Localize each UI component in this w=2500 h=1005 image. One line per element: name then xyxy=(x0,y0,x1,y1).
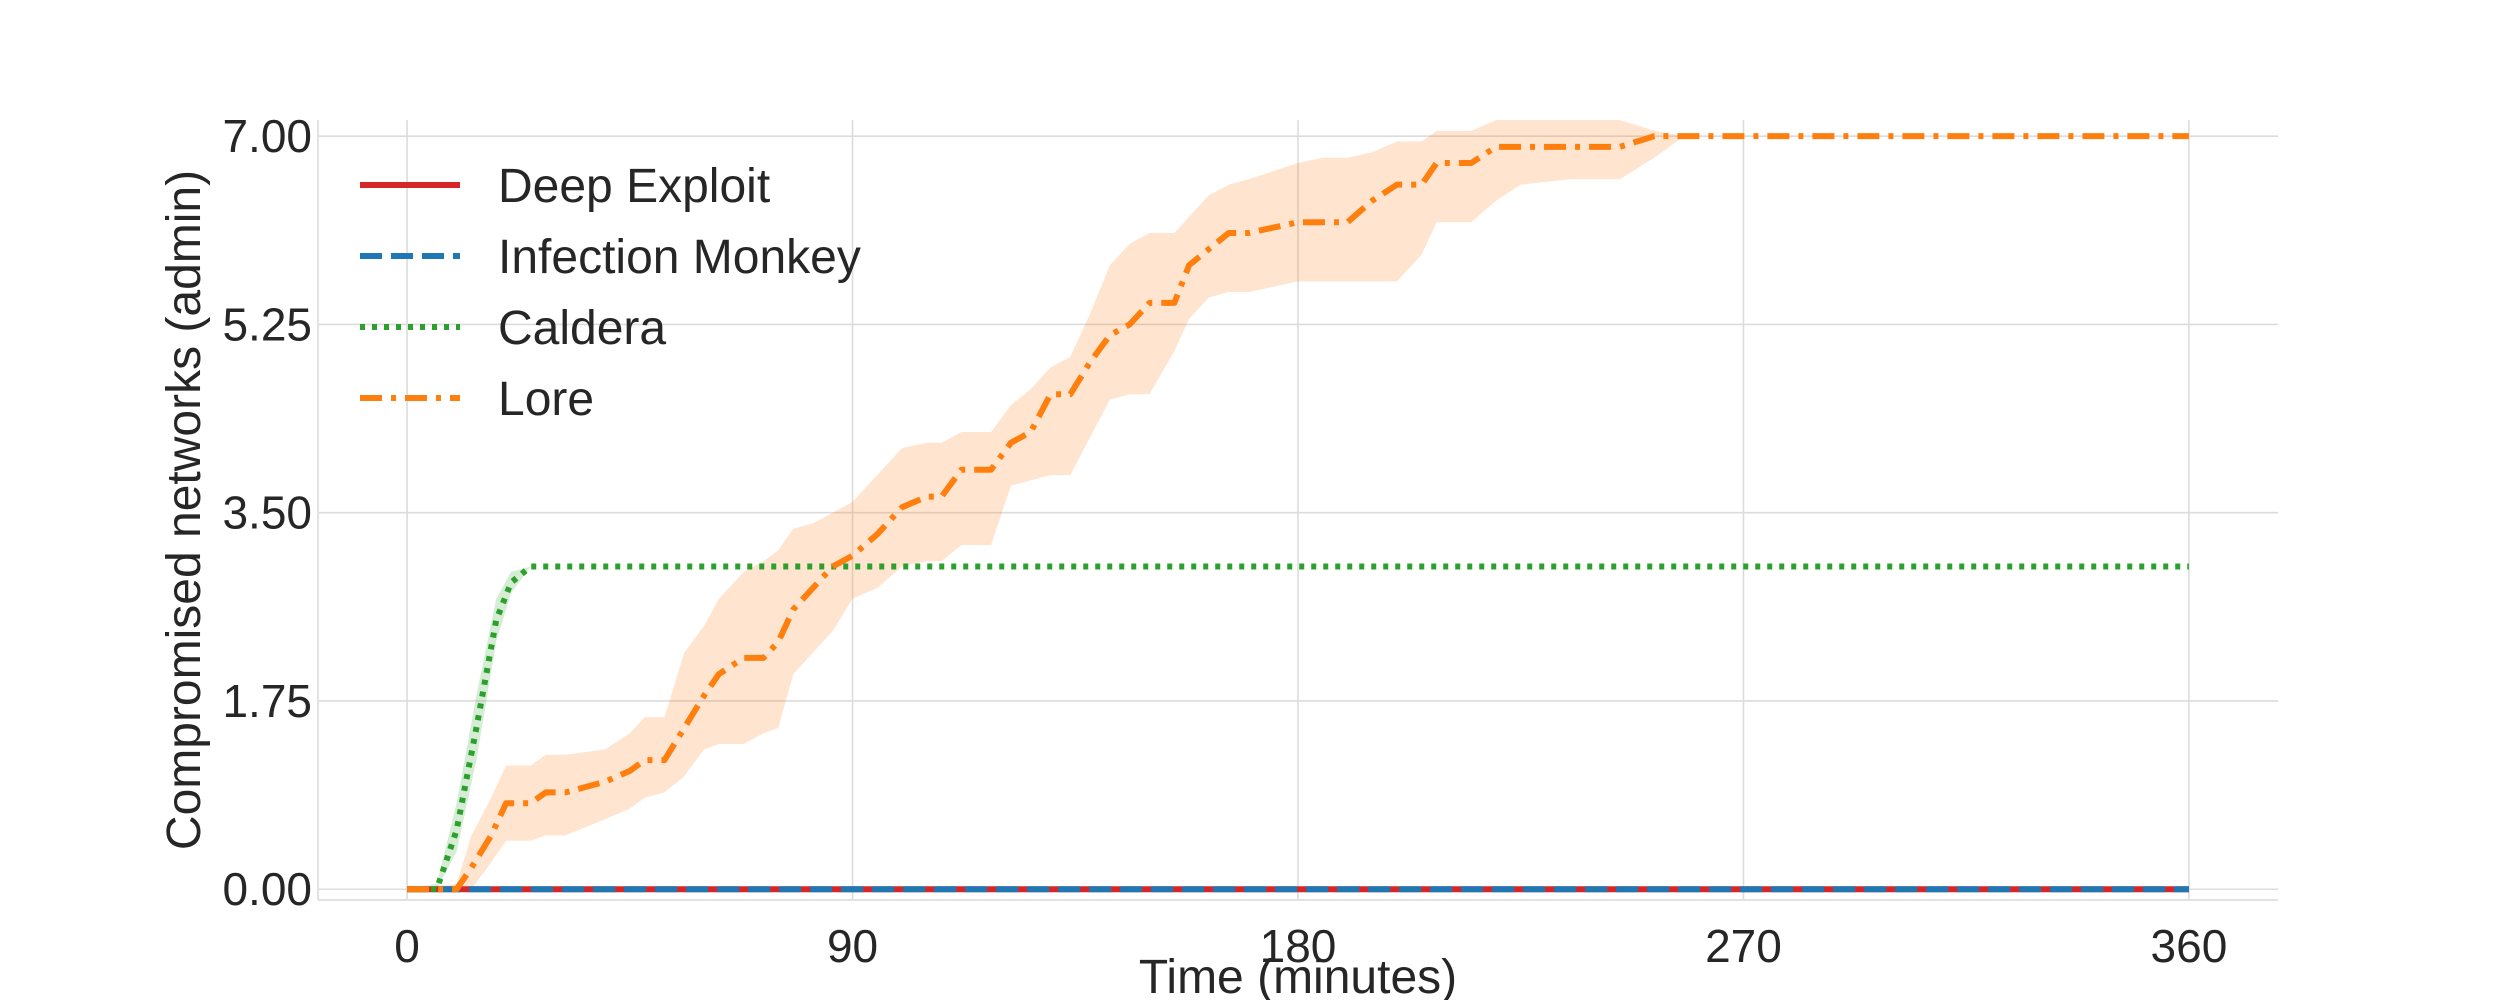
series-line xyxy=(407,563,2189,893)
confidence-bands xyxy=(407,120,2189,890)
legend-label: Caldera xyxy=(498,302,666,355)
x-axis-label: Time (minutes) xyxy=(1139,951,1457,1000)
y-tick-label: 7.00 xyxy=(222,110,312,162)
confidence-band xyxy=(407,120,2189,890)
x-tick-label: 360 xyxy=(2151,920,2228,972)
series-lines xyxy=(407,133,2189,893)
series-line xyxy=(407,133,2189,893)
legend: Deep Exploit Infection Monkey Caldera Lore xyxy=(360,160,861,426)
y-tick-label: 3.50 xyxy=(222,487,312,539)
y-tick-label: 5.25 xyxy=(222,298,312,350)
legend-label: Lore xyxy=(498,373,594,426)
legend-label: Infection Monkey xyxy=(498,231,861,284)
x-tick-label: 270 xyxy=(1705,920,1782,972)
plot-frame xyxy=(317,120,2278,901)
y-tick-label: 1.75 xyxy=(222,675,312,727)
legend-label: Deep Exploit xyxy=(498,160,770,213)
y-axis-label: Compromised networks (admin) xyxy=(158,170,211,850)
x-tick-label: 0 xyxy=(394,920,420,972)
x-tick-label: 180 xyxy=(1260,920,1337,972)
x-tick-label: 90 xyxy=(827,920,878,972)
tick-labels: 0 90 180 270 360 0.00 1.75 3.50 5.25 7.00 xyxy=(222,110,2227,972)
y-tick-label: 0.00 xyxy=(222,863,312,915)
